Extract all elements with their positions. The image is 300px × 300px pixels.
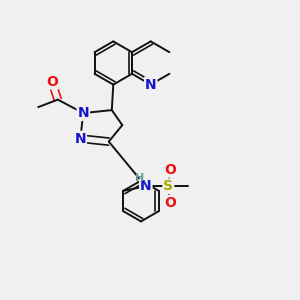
- Text: O: O: [164, 196, 176, 210]
- Text: O: O: [46, 75, 58, 88]
- Text: N: N: [74, 132, 86, 145]
- Text: S: S: [163, 179, 173, 193]
- Text: O: O: [164, 163, 176, 177]
- Text: H: H: [135, 173, 145, 183]
- Text: N: N: [140, 179, 152, 193]
- Text: N: N: [145, 78, 157, 92]
- Text: N: N: [77, 106, 89, 120]
